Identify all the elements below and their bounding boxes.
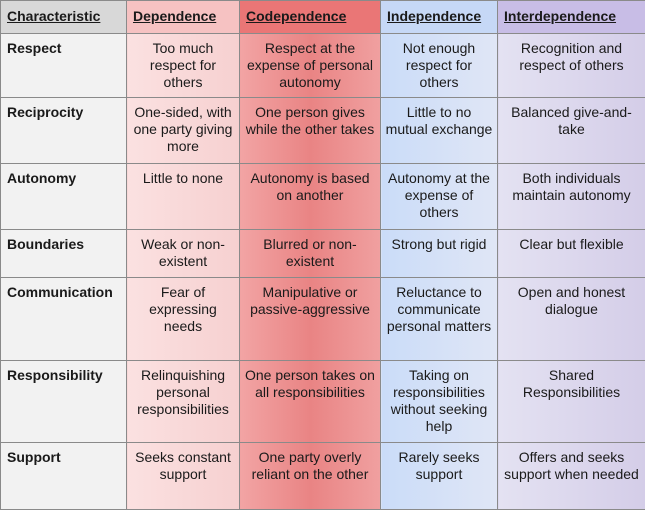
cell-codependence: Autonomy is based on another [240, 164, 381, 230]
row-label: Respect [1, 34, 127, 98]
cell-independence: Not enough respect for others [381, 34, 498, 98]
cell-codependence: One person gives while the other takes [240, 98, 381, 164]
cell-codependence: Respect at the expense of personal auton… [240, 34, 381, 98]
cell-codependence: One person takes on all responsibilities [240, 361, 381, 443]
cell-independence: Strong but rigid [381, 230, 498, 278]
table-row: Support Seeks constant support One party… [1, 443, 645, 510]
header-interdependence: Interdependence [498, 1, 645, 34]
cell-independence: Autonomy at the expense of others [381, 164, 498, 230]
cell-dependence: Little to none [127, 164, 240, 230]
table-row: Boundaries Weak or non-existent Blurred … [1, 230, 645, 278]
table-row: Reciprocity One-sided, with one party gi… [1, 98, 645, 164]
header-characteristic: Characteristic [1, 1, 127, 34]
header-dependence: Dependence [127, 1, 240, 34]
cell-codependence: One party overly reliant on the other [240, 443, 381, 510]
header-independence: Independence [381, 1, 498, 34]
cell-dependence: Relinquishing personal responsibilities [127, 361, 240, 443]
row-label: Communication [1, 278, 127, 361]
cell-independence: Rarely seeks support [381, 443, 498, 510]
cell-interdependence: Balanced give-and-take [498, 98, 645, 164]
cell-codependence: Manipulative or passive-aggressive [240, 278, 381, 361]
cell-dependence: Weak or non-existent [127, 230, 240, 278]
cell-independence: Reluctance to communicate personal matte… [381, 278, 498, 361]
row-label: Reciprocity [1, 98, 127, 164]
cell-independence: Taking on responsibilities without seeki… [381, 361, 498, 443]
table-row: Respect Too much respect for others Resp… [1, 34, 645, 98]
cell-interdependence: Offers and seeks support when needed [498, 443, 645, 510]
header-row: Characteristic Dependence Codependence I… [1, 1, 645, 34]
cell-dependence: Too much respect for others [127, 34, 240, 98]
cell-dependence: Seeks constant support [127, 443, 240, 510]
table-row: Responsibility Relinquishing personal re… [1, 361, 645, 443]
cell-interdependence: Shared Responsibilities [498, 361, 645, 443]
cell-interdependence: Both individuals maintain autonomy [498, 164, 645, 230]
cell-independence: Little to no mutual exchange [381, 98, 498, 164]
row-label: Responsibility [1, 361, 127, 443]
cell-interdependence: Recognition and respect of others [498, 34, 645, 98]
cell-interdependence: Clear but flexible [498, 230, 645, 278]
table-row: Communication Fear of expressing needs M… [1, 278, 645, 361]
header-codependence: Codependence [240, 1, 381, 34]
row-label: Boundaries [1, 230, 127, 278]
row-label: Support [1, 443, 127, 510]
cell-dependence: Fear of expressing needs [127, 278, 240, 361]
cell-codependence: Blurred or non-existent [240, 230, 381, 278]
cell-interdependence: Open and honest dialogue [498, 278, 645, 361]
row-label: Autonomy [1, 164, 127, 230]
table-row: Autonomy Little to none Autonomy is base… [1, 164, 645, 230]
cell-dependence: One-sided, with one party giving more [127, 98, 240, 164]
